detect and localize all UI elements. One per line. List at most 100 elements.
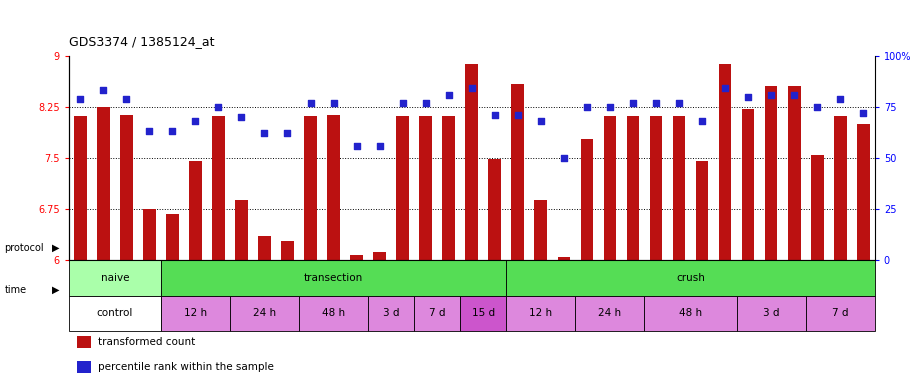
Bar	[350, 255, 363, 260]
Text: naive: naive	[101, 273, 129, 283]
Text: 12 h: 12 h	[184, 308, 207, 318]
Bar	[627, 116, 639, 260]
Text: ▶: ▶	[52, 243, 60, 253]
Bar	[645, 296, 736, 331]
Text: protocol: protocol	[5, 243, 44, 253]
Point	[510, 112, 525, 118]
Point	[856, 110, 870, 116]
Point	[349, 142, 364, 149]
Bar	[575, 296, 645, 331]
Bar	[368, 296, 414, 331]
Bar	[189, 161, 202, 260]
Point	[533, 118, 548, 124]
Point	[603, 104, 617, 110]
Point	[741, 94, 756, 100]
Text: 15 d: 15 d	[472, 308, 495, 318]
Point	[96, 88, 111, 94]
Bar	[74, 116, 86, 260]
Point	[257, 130, 272, 136]
Point	[372, 142, 387, 149]
Point	[280, 130, 295, 136]
Bar	[77, 361, 92, 373]
Point	[694, 118, 709, 124]
Text: GDS3374 / 1385124_at: GDS3374 / 1385124_at	[69, 35, 214, 48]
Bar	[120, 115, 133, 260]
Point	[73, 96, 88, 102]
Bar	[460, 296, 507, 331]
Text: 48 h: 48 h	[322, 308, 345, 318]
Bar	[230, 296, 299, 331]
Point	[165, 128, 180, 134]
Bar	[511, 84, 524, 260]
Text: 24 h: 24 h	[253, 308, 276, 318]
Text: 3 d: 3 d	[383, 308, 399, 318]
Point	[764, 91, 779, 98]
Bar	[507, 296, 575, 331]
Bar	[161, 296, 230, 331]
Bar	[97, 107, 110, 260]
Bar	[77, 336, 92, 348]
Point	[442, 91, 456, 98]
Text: control: control	[96, 308, 133, 318]
Text: ▶: ▶	[52, 285, 60, 295]
Text: 3 d: 3 d	[763, 308, 780, 318]
Bar	[488, 159, 501, 260]
Bar	[834, 116, 846, 260]
Point	[188, 118, 202, 124]
Bar	[535, 200, 547, 260]
Bar	[719, 64, 731, 260]
Point	[649, 100, 663, 106]
Bar	[806, 296, 875, 331]
Bar	[69, 296, 161, 331]
Text: crush: crush	[676, 273, 705, 283]
Point	[557, 155, 572, 161]
Point	[718, 85, 733, 91]
Bar	[143, 209, 156, 260]
Bar	[811, 154, 823, 260]
Bar	[507, 260, 875, 296]
Bar	[672, 116, 685, 260]
Bar	[69, 260, 161, 296]
Bar	[581, 139, 594, 260]
Point	[787, 91, 802, 98]
Text: 12 h: 12 h	[529, 308, 552, 318]
Point	[671, 100, 686, 106]
Bar	[304, 116, 317, 260]
Point	[419, 100, 433, 106]
Bar	[397, 116, 409, 260]
Text: percentile rank within the sample: percentile rank within the sample	[98, 362, 274, 372]
Text: 48 h: 48 h	[679, 308, 702, 318]
Bar	[235, 200, 247, 260]
Bar	[604, 116, 616, 260]
Bar	[213, 116, 224, 260]
Point	[142, 128, 157, 134]
Bar	[420, 116, 432, 260]
Point	[326, 100, 341, 106]
Bar	[299, 296, 368, 331]
Point	[303, 100, 318, 106]
Text: time: time	[5, 285, 27, 295]
Bar	[857, 124, 869, 260]
Point	[626, 100, 640, 106]
Text: 24 h: 24 h	[598, 308, 621, 318]
Point	[580, 104, 594, 110]
Bar	[742, 109, 755, 260]
Bar	[558, 257, 570, 260]
Bar	[327, 115, 340, 260]
Bar	[258, 237, 271, 260]
Point	[234, 114, 249, 120]
Bar	[374, 252, 386, 260]
Bar	[649, 116, 662, 260]
Bar	[788, 86, 801, 260]
Text: 7 d: 7 d	[429, 308, 445, 318]
Bar	[696, 161, 708, 260]
Bar	[281, 241, 294, 260]
Point	[211, 104, 225, 110]
Text: transformed count: transformed count	[98, 337, 195, 347]
Bar	[736, 296, 806, 331]
Bar	[465, 64, 478, 260]
Point	[119, 96, 134, 102]
Point	[833, 96, 847, 102]
Bar	[765, 86, 778, 260]
Bar	[442, 116, 455, 260]
